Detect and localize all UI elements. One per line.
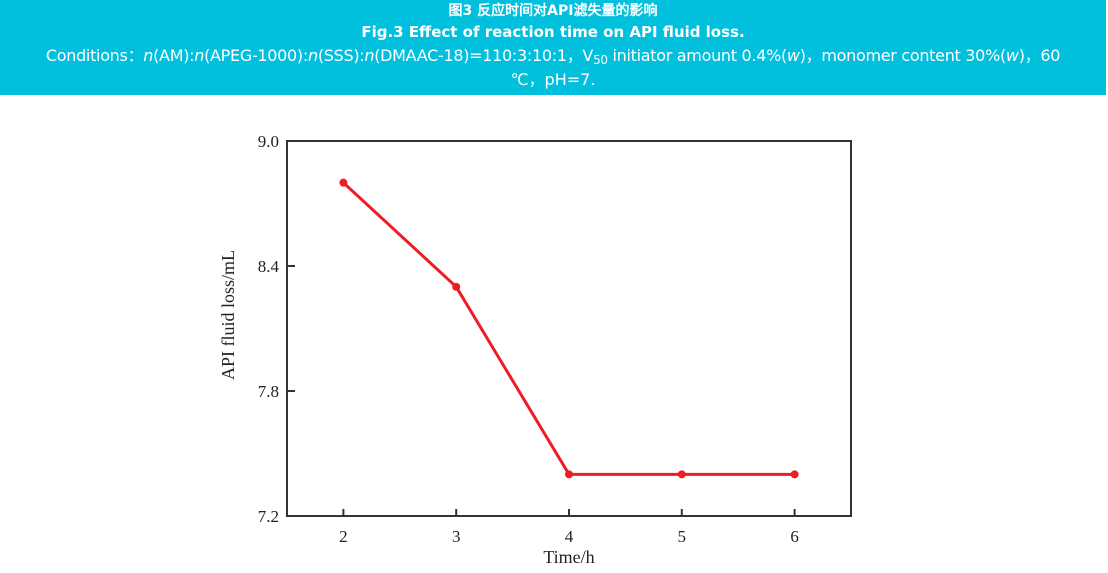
caption-conditions: Conditions：n(AM):n(APEG-1000):n(SSS):n(D… xyxy=(45,46,1061,67)
data-point-marker xyxy=(452,282,461,291)
data-point-marker xyxy=(790,470,799,479)
x-tick-label: 2 xyxy=(339,527,348,546)
x-axis-title: Time/h xyxy=(543,547,594,567)
x-tick-label: 4 xyxy=(565,527,574,546)
x-tick-label: 6 xyxy=(790,527,799,546)
plot-frame xyxy=(286,140,852,517)
y-axis-ticks: 7.2 7.8 8.4 9.0 xyxy=(258,132,295,526)
data-point-marker xyxy=(677,470,686,479)
x-axis-ticks: 2 3 4 5 6 xyxy=(339,509,799,546)
series-line xyxy=(342,181,795,476)
caption-conditions-line2: ℃，pH=7. xyxy=(510,70,596,89)
y-tick-label: 7.2 xyxy=(258,507,279,526)
x-tick-label: 3 xyxy=(452,527,461,546)
data-series xyxy=(339,178,799,479)
caption-chinese-title: 图3 反应时间对API滤失量的影响 xyxy=(448,3,658,19)
y-tick-label: 8.4 xyxy=(258,257,280,276)
caption-english-title: Fig.3 Effect of reaction time on API flu… xyxy=(361,23,745,41)
data-point-marker xyxy=(565,470,573,479)
y-axis-title: API fluid loss/mL xyxy=(218,250,238,380)
figure-caption-banner: 图3 反应时间对API滤失量的影响 Fig.3 Effect of reacti… xyxy=(0,0,1106,95)
x-tick-label: 5 xyxy=(678,527,687,546)
data-point-marker xyxy=(339,178,348,187)
y-tick-label: 7.8 xyxy=(258,382,279,401)
y-tick-label: 9.0 xyxy=(258,132,279,151)
